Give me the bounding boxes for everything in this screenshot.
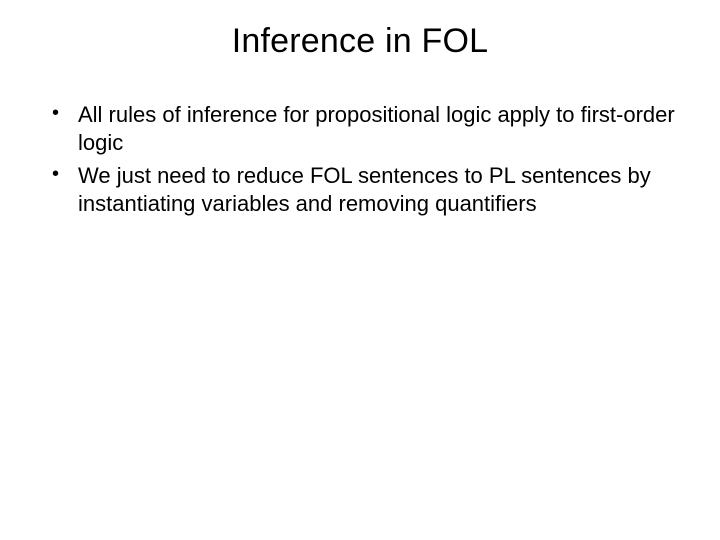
bullet-item: All rules of inference for propositional… (46, 101, 690, 156)
bullet-item: We just need to reduce FOL sentences to … (46, 162, 690, 217)
slide-title: Inference in FOL (30, 22, 690, 61)
bullet-list: All rules of inference for propositional… (30, 101, 690, 217)
